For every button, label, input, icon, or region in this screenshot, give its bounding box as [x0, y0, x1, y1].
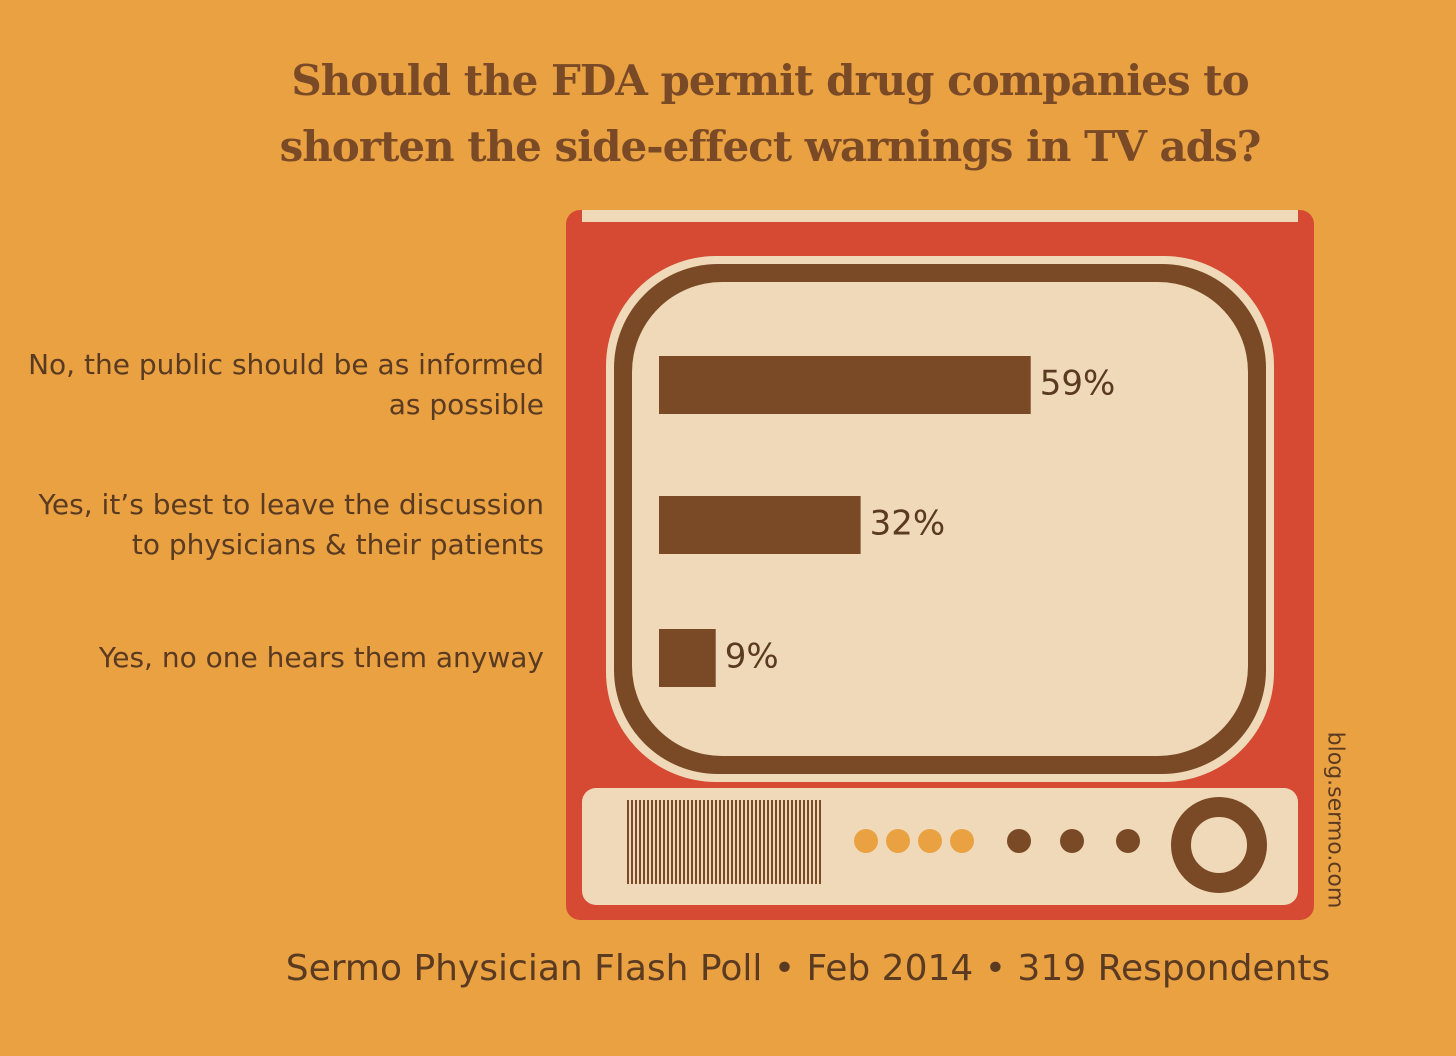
category-label: Yes, no one hears them anyway	[98, 641, 544, 674]
chart-title: Should the FDA permit drug companies to …	[279, 56, 1262, 171]
knob	[1171, 797, 1267, 893]
value-label: 9%	[725, 637, 779, 677]
buttons	[1007, 829, 1140, 853]
tv-top-strip	[582, 210, 1298, 222]
value-label: 59%	[1040, 364, 1116, 404]
source: Sermo Physician Flash Poll • Feb 2014 • …	[285, 948, 1331, 989]
bar	[659, 629, 716, 687]
bar	[659, 356, 1031, 414]
bar	[659, 496, 861, 554]
category-label: Yes, it’s best to leave the discussion t…	[38, 488, 544, 561]
indicator-lights	[854, 829, 974, 853]
credit: blog.sermo.com	[1322, 731, 1348, 909]
speaker-grille	[627, 800, 821, 884]
category-label: No, the public should be as informed as …	[28, 348, 544, 421]
value-label: 32%	[870, 504, 946, 544]
